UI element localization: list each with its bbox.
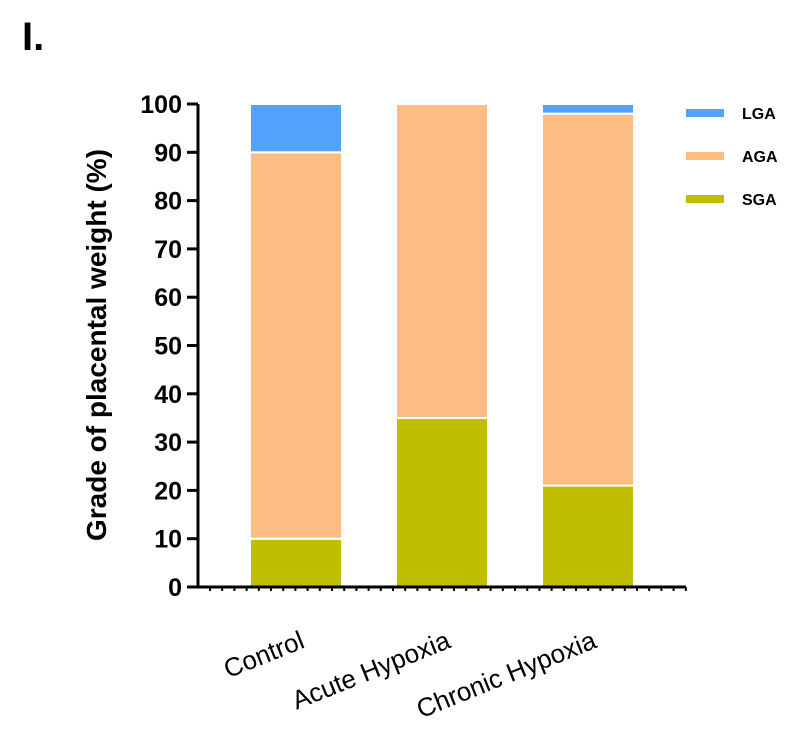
bar-chronic-hypoxia-lga xyxy=(541,103,635,115)
bar-acute-hypoxia-aga xyxy=(395,103,489,419)
bar-control-lga xyxy=(249,103,343,154)
y-tick-label-20: 20 xyxy=(154,477,182,505)
bar-acute-hypoxia-sga xyxy=(395,416,489,589)
y-tick-label-100: 100 xyxy=(140,91,182,119)
y-tick-label-40: 40 xyxy=(154,381,182,409)
bar-chronic-hypoxia-aga xyxy=(541,112,635,487)
legend-label-aga: AGA xyxy=(742,149,778,166)
bar-control-sga xyxy=(249,537,343,589)
y-tick-label-50: 50 xyxy=(154,333,182,361)
legend: LGA AGA SGA xyxy=(686,106,778,209)
panel-label: I. xyxy=(22,15,44,59)
legend-swatch-aga xyxy=(686,152,724,160)
y-tick-label-10: 10 xyxy=(154,526,182,554)
y-tick-label-0: 0 xyxy=(168,574,182,602)
y-tick-label-90: 90 xyxy=(154,139,182,167)
legend-label-sga: SGA xyxy=(742,192,777,209)
bar-control-aga xyxy=(249,151,343,540)
y-tick-label-60: 60 xyxy=(154,284,182,312)
y-axis-label: Grade of placental weight (%) xyxy=(81,149,112,541)
y-tick-label-30: 30 xyxy=(154,429,182,457)
legend-swatch-sga xyxy=(686,195,724,203)
y-tick-label-70: 70 xyxy=(154,236,182,264)
bars-group xyxy=(249,103,635,589)
legend-swatch-lga xyxy=(686,109,724,117)
bar-chronic-hypoxia-sga xyxy=(541,484,635,589)
x-tick-label-control: Control xyxy=(219,625,308,684)
y-tick-label-80: 80 xyxy=(154,188,182,216)
legend-label-lga: LGA xyxy=(742,106,776,123)
